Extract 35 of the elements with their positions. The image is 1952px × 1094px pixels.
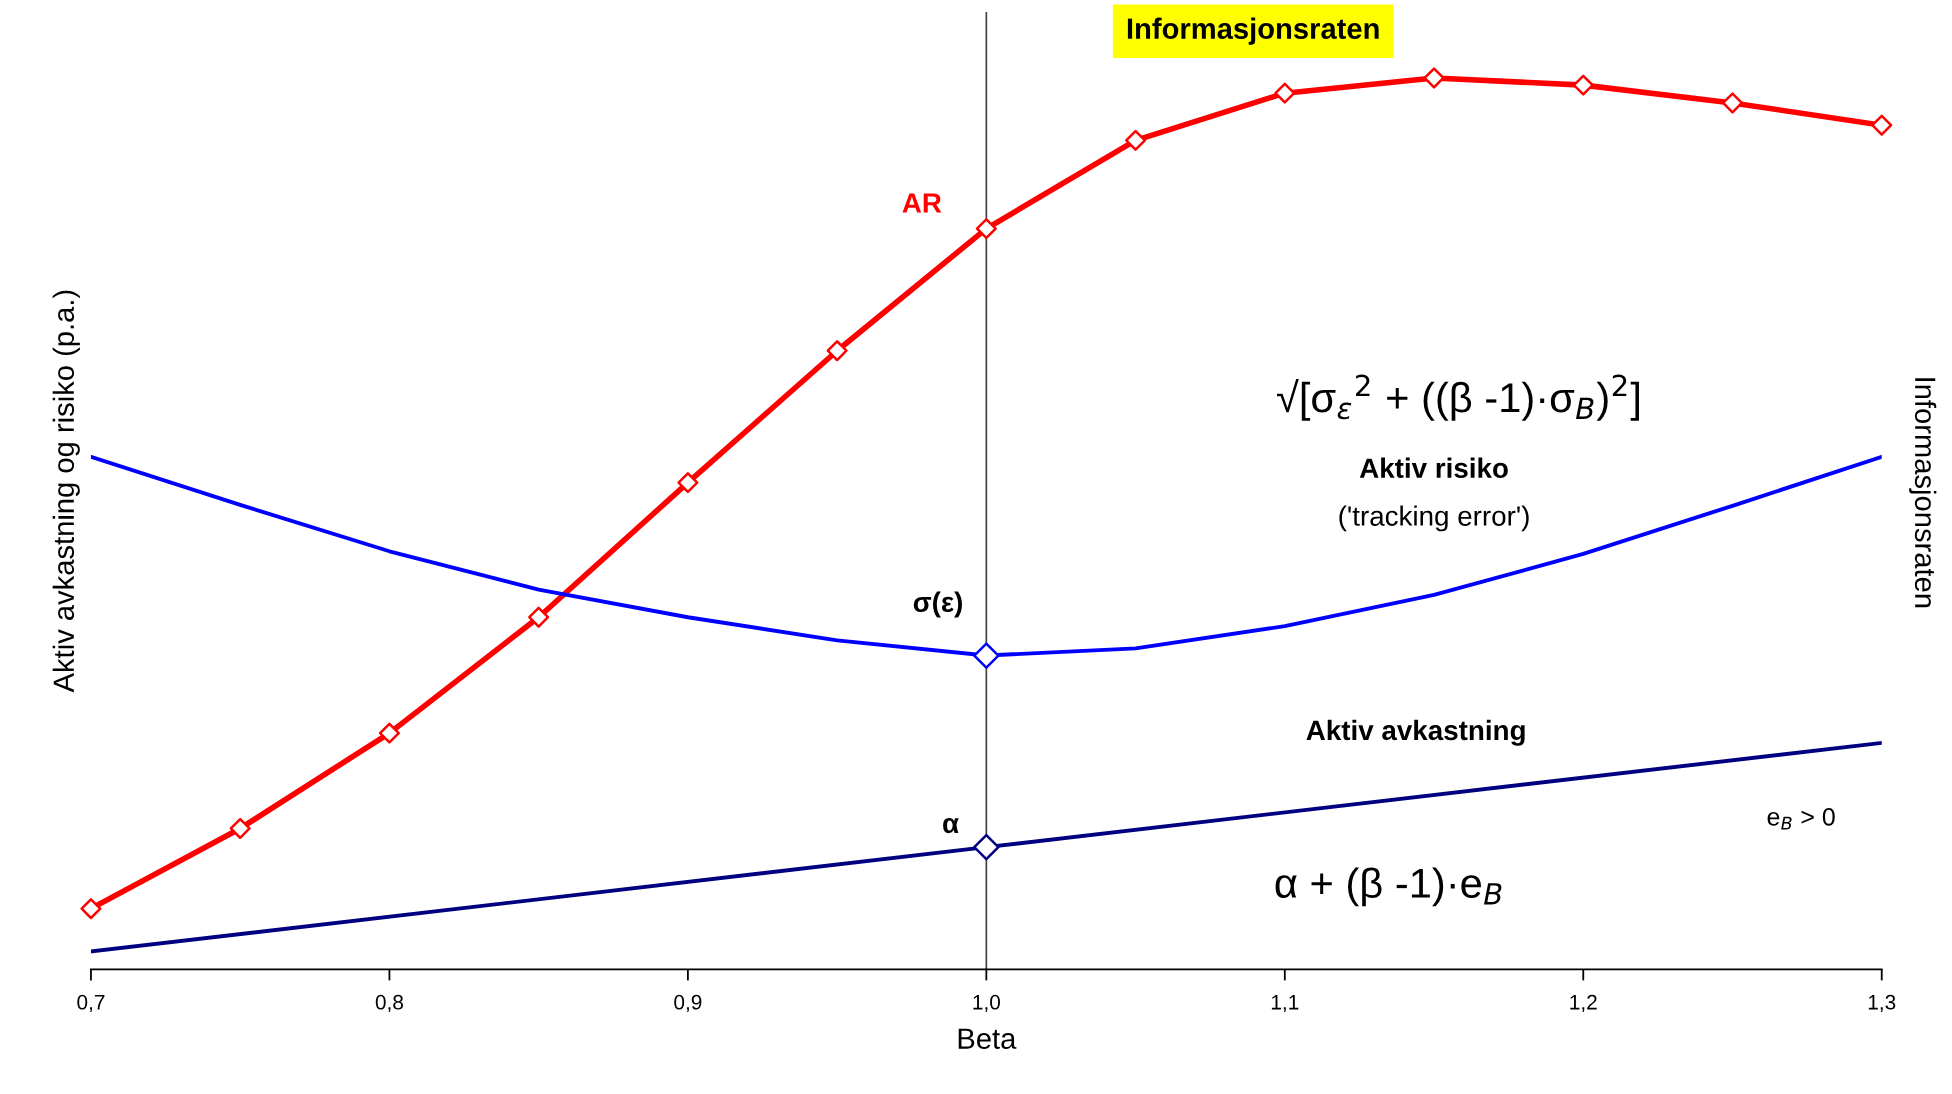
point xyxy=(229,817,251,840)
annotation: ('tracking error') xyxy=(1339,505,1529,532)
y2-axis-title: Informasjonsraten xyxy=(1909,378,1937,608)
point xyxy=(1423,67,1445,89)
x-axis-title: Beta xyxy=(958,1028,1017,1050)
series-label: AR xyxy=(902,193,942,213)
point xyxy=(80,898,102,920)
point xyxy=(1125,129,1147,151)
chart-title: Informasjonsraten xyxy=(1127,17,1379,45)
x-tick-label: 1,2 xyxy=(1570,994,1597,1013)
point xyxy=(1274,82,1296,104)
x-tick-label: 1,1 xyxy=(1271,995,1299,1013)
point xyxy=(677,472,699,494)
point xyxy=(1721,92,1744,114)
series-label: α xyxy=(943,817,959,834)
point xyxy=(1871,114,1893,136)
x-tick-label: 0,8 xyxy=(375,994,403,1013)
annotation: e$_{B}$ > 0 xyxy=(1767,807,1835,830)
series-label: σ(ε) xyxy=(913,591,962,618)
x-tick-label: 0,9 xyxy=(674,994,702,1013)
point xyxy=(973,833,1000,861)
annotation: Aktiv avkastning xyxy=(1306,719,1525,746)
point xyxy=(975,218,997,240)
annotation: Aktiv risiko xyxy=(1359,457,1508,479)
x-tick-label: 1,3 xyxy=(1868,994,1896,1013)
point xyxy=(378,722,400,744)
point xyxy=(826,340,848,362)
y-axis-title: Aktiv avkastning og risiko (p.a.) xyxy=(52,290,80,693)
annotation: √[σ$_{ε}$$^{2}$ + ((β -1)·σ$_{B}$)$^{2}$] xyxy=(1277,374,1639,421)
x-tick-label: 1,0 xyxy=(973,994,1001,1013)
point xyxy=(1572,74,1594,96)
point xyxy=(973,642,1000,669)
x-tick-label: 0,7 xyxy=(77,994,105,1013)
annotation: α + (β -1)·e$_{B}$ xyxy=(1275,867,1502,907)
point xyxy=(528,606,550,628)
